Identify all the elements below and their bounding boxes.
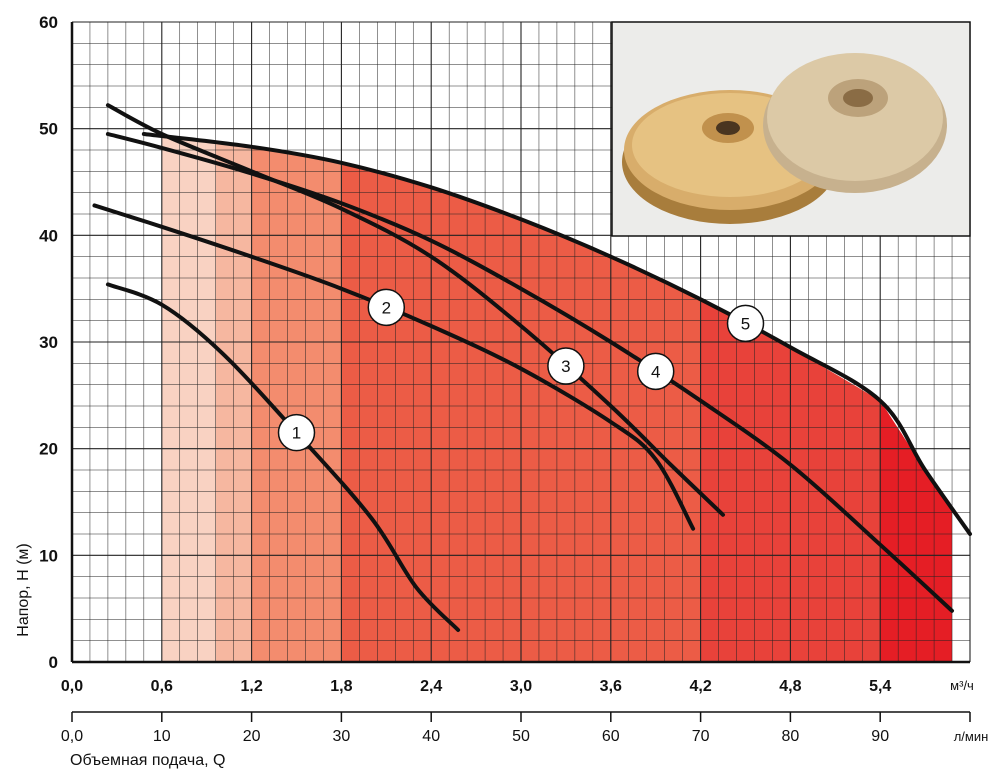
x-tick-label-m3h: 3,6: [600, 678, 622, 695]
x-axis-title: Объемная подача, Q: [70, 752, 225, 769]
x-tick-label-m3h: 0,0: [61, 678, 83, 695]
impeller-photo: [611, 21, 971, 237]
x-tick-label-lmin: 0,0: [61, 728, 83, 745]
x-tick-label-m3h: 0,6: [151, 678, 173, 695]
curve-label-5: 5: [726, 304, 765, 343]
x-tick-label-lmin: 20: [243, 728, 261, 745]
y-tick-label: 20: [39, 440, 58, 459]
curve-label-2: 2: [367, 288, 406, 327]
curve-label-3: 3: [547, 347, 585, 385]
curve-label-text: 4: [651, 362, 660, 381]
curve-5: [141, 132, 972, 536]
x-tick-label-m3h: 1,2: [240, 678, 262, 695]
x-unit-top: м³/ч: [950, 678, 974, 693]
x-tick-labels-lmin: 0,0 10 20 30 40 50 60 70 80 90: [61, 712, 971, 745]
curve-label-circle: [636, 352, 675, 391]
curve-4: [105, 132, 954, 613]
x-tick-label-lmin: 60: [602, 728, 620, 745]
x-tick-label-lmin: 10: [153, 728, 171, 745]
curve-3: [105, 103, 725, 517]
impeller-right-icon: [763, 53, 947, 193]
curve-label-circle: [277, 413, 316, 452]
x-tick-label-m3h: 4,8: [779, 678, 801, 695]
x-tick-label-m3h: 3,0: [510, 678, 532, 695]
curve-label-4: 4: [636, 352, 675, 391]
y-tick-labels: 0 10 20 30 40 50 60: [39, 13, 58, 672]
curve-label-text: 1: [292, 424, 301, 443]
x-tick-label-lmin: 50: [512, 728, 530, 745]
x-tick-label-lmin: 80: [782, 728, 800, 745]
x-tick-labels-m3h: 0,0 0,6 1,2 1,8 2,4 3,0 3,6 4,2 4,8 5,4: [61, 678, 892, 695]
y-tick-label: 40: [39, 226, 58, 245]
y-tick-label: 50: [39, 120, 58, 139]
curve-label-circle: [726, 304, 765, 343]
region-band: [251, 146, 342, 663]
curve-label-text: 2: [382, 298, 391, 317]
x-tick-label-m3h: 4,2: [689, 678, 711, 695]
region-band: [161, 134, 216, 662]
x-tick-label-m3h: 5,4: [869, 678, 891, 695]
x-tick-label-lmin: 70: [692, 728, 710, 745]
y-tick-label: 30: [39, 333, 58, 352]
curve-label-text: 5: [741, 314, 750, 333]
curve-label-1: 1: [277, 413, 316, 452]
curve-2: [92, 203, 696, 531]
y-tick-label: 0: [49, 653, 58, 672]
y-tick-label: 60: [39, 13, 58, 32]
x-tick-label-m3h: 1,8: [330, 678, 352, 695]
x-tick-label-lmin: 90: [871, 728, 889, 745]
curve-label-circle: [367, 288, 406, 327]
y-axis-title: Напор, Н (м): [15, 543, 32, 636]
x-unit-bottom: л/мин: [954, 729, 989, 744]
x-tick-label-m3h: 2,4: [420, 678, 442, 695]
curve-labels: 1 2 3 4 5: [277, 288, 765, 452]
y-tick-label: 10: [39, 546, 58, 565]
x-tick-label-lmin: 30: [333, 728, 351, 745]
curve-label-text: 3: [561, 357, 570, 376]
x-tick-label-lmin: 40: [422, 728, 440, 745]
curve-label-circle: [547, 347, 585, 385]
